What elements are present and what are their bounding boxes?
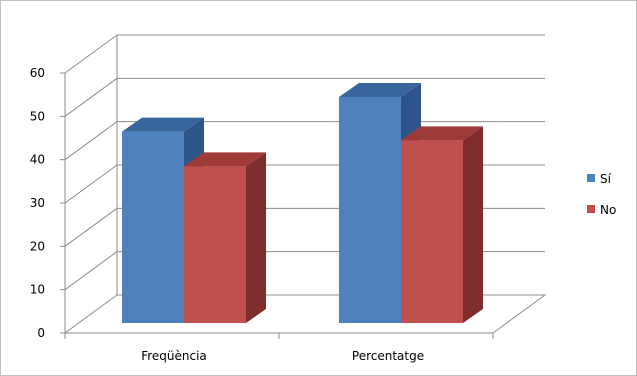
- legend-label: Sí: [600, 172, 612, 186]
- gridline-diagonal: [64, 77, 118, 117]
- y-tick-label: 0: [37, 326, 45, 340]
- bar-side: [246, 152, 266, 323]
- bar-top: [401, 126, 483, 141]
- legend-swatch: [587, 205, 595, 213]
- legend: Sí No: [587, 172, 616, 217]
- y-tick-label: 30: [30, 196, 45, 210]
- bar-top: [339, 83, 421, 97]
- y-tick-label: 10: [30, 283, 45, 297]
- y-tick-label: 60: [30, 66, 45, 80]
- gridline-diagonal: [64, 34, 118, 74]
- x-tick-label: Percentatge: [352, 349, 424, 363]
- y-axis: 0 10 20 30 40 50 60: [30, 66, 66, 340]
- bar: [401, 140, 463, 323]
- y-tick-label: 40: [30, 153, 45, 167]
- gridline-diagonal: [64, 164, 118, 204]
- x-tick-label: Freqüència: [141, 349, 207, 363]
- bar: [339, 97, 401, 323]
- bar-side: [463, 126, 483, 323]
- bar: [184, 166, 246, 323]
- legend-label: No: [600, 203, 616, 217]
- legend-swatch: [587, 174, 595, 182]
- gridline-diagonal: [64, 251, 118, 291]
- y-tick-label: 20: [30, 239, 45, 253]
- x-axis: Freqüència Percentatge: [64, 332, 494, 363]
- bar: [122, 131, 184, 323]
- y-tick-label: 50: [30, 109, 45, 123]
- bars: [122, 83, 483, 324]
- gridline-diagonal: [64, 121, 118, 161]
- bar-top: [184, 152, 266, 167]
- bar-top: [122, 117, 204, 132]
- gridline-diagonal: [64, 207, 118, 247]
